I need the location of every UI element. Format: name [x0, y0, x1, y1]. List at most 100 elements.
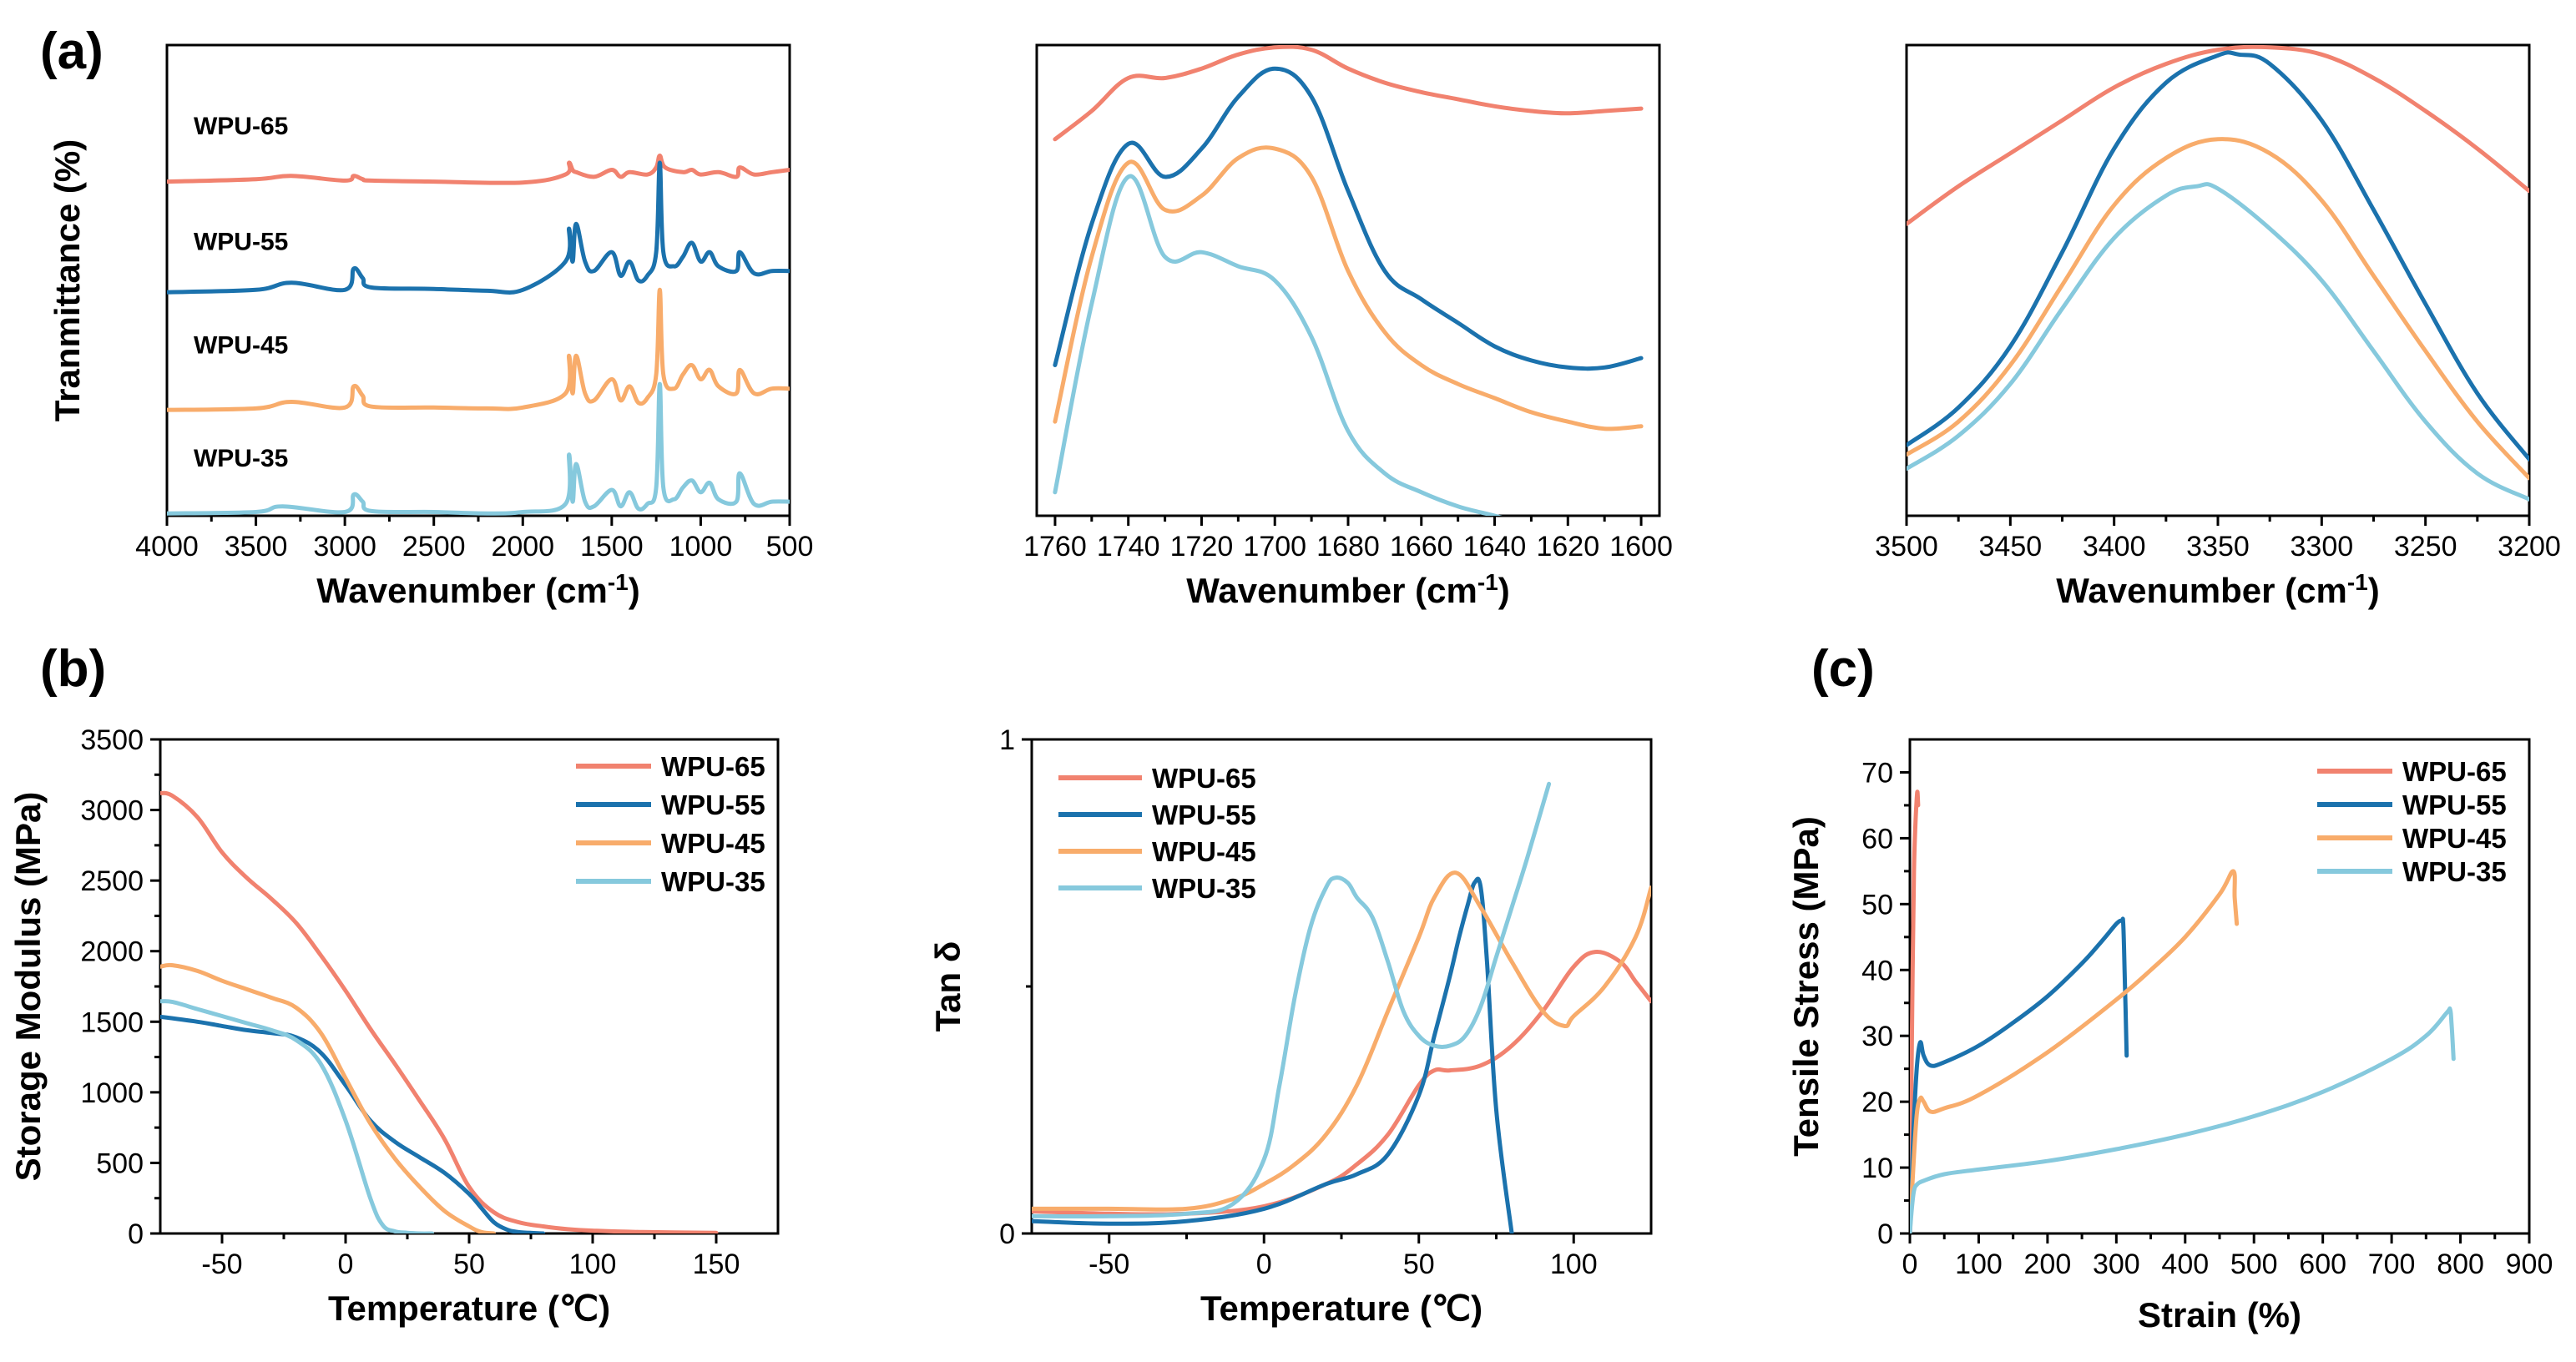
x-tick-label: 1680 — [1316, 531, 1380, 562]
chart-ftir-carbonyl: 1760 1740 1720 1700 1680 1660 1640 1620 1600 Wave… — [1023, 43, 1673, 611]
series-line-wpu-65 — [1907, 45, 2529, 226]
y-axis-label: Tan δ — [928, 941, 967, 1032]
x-tick-label: 3000 — [313, 531, 376, 562]
legend-label-wpu-65: WPU-65 — [1152, 763, 1256, 794]
y-tick-label: 0 — [999, 1218, 1015, 1250]
y-tick-label: 1500 — [80, 1006, 144, 1038]
series-line-wpu-45 — [160, 962, 497, 1233]
x-tick-label: 1760 — [1023, 531, 1087, 562]
panel-letter-b: (b) — [40, 640, 106, 698]
x-tick-label: 0 — [338, 1248, 354, 1280]
x-axis-label-close: ) — [2368, 571, 2380, 610]
x-axis-label: Wavenumber (cm-1) — [2056, 569, 2379, 611]
series-line-wpu-45 — [1032, 870, 1651, 1212]
legend-label-wpu-45: WPU-45 — [1152, 836, 1256, 867]
x-tick-label: 100 — [1955, 1248, 2003, 1280]
chart-tan-delta: -50 0 50 100 0 1 Temperature (℃) Tan δ WPU-65 WPU… — [928, 724, 1653, 1328]
y-axis-label: Tranmittance (%) — [48, 139, 87, 421]
x-tick-label: 400 — [2161, 1248, 2209, 1280]
y-axis-label: Storage Modulus (MPa) — [8, 792, 48, 1182]
x-tick-label: 1500 — [580, 531, 644, 562]
y-tick-label: 2000 — [80, 936, 144, 968]
x-tick-label: 2000 — [491, 531, 554, 562]
chart-ftir-nh: 3500 3450 3400 3350 3300 3250 3200 Wavenumber (… — [1875, 43, 2561, 611]
series-line-wpu-45 — [1910, 869, 2240, 1233]
series-line-wpu-65 — [1032, 950, 1651, 1217]
x-tick-label: 3450 — [1979, 531, 2043, 562]
chart-storage-modulus: -50 0 50 100 1500500100015002000250030003500… — [8, 724, 780, 1328]
series-line-wpu-55 — [167, 160, 790, 295]
x-tick-label: 3400 — [2083, 531, 2146, 562]
x-tick-label: 1640 — [1463, 531, 1527, 562]
x-axis-label: Wavenumber (cm-1) — [1186, 569, 1509, 611]
y-tick-label: 20 — [1861, 1087, 1893, 1118]
x-axis-label: Wavenumber (cm-1) — [316, 569, 639, 611]
x-tick-label: 3300 — [2291, 531, 2354, 562]
y-tick-label: 60 — [1861, 823, 1893, 855]
legend-label-wpu-65: WPU-65 — [2402, 756, 2507, 787]
series-line-wpu-45 — [167, 287, 790, 412]
x-tick-label: 4000 — [135, 531, 199, 562]
x-tick-label: 0 — [1256, 1248, 1272, 1280]
y-tick-label: 0 — [128, 1218, 144, 1250]
x-tick-label: 700 — [2368, 1248, 2416, 1280]
x-tick-label: 100 — [1550, 1248, 1598, 1280]
chart-ftir-full: 4000 3500 3000 2500 2000 1500 1000 500 Wavenumbe… — [48, 43, 814, 611]
x-tick-label: 1600 — [1609, 531, 1673, 562]
x-tick-label: -50 — [201, 1248, 242, 1280]
legend-label-wpu-65: WPU-65 — [661, 751, 765, 782]
legend-label-wpu-35: WPU-35 — [2402, 856, 2507, 887]
x-axis-label-superscript: -1 — [2347, 569, 2368, 595]
x-tick-label: 1740 — [1097, 531, 1160, 562]
y-tick-label: 50 — [1861, 889, 1893, 921]
series-line-wpu-35 — [167, 381, 790, 516]
y-tick-label: 1 — [999, 724, 1015, 756]
x-tick-label: 1660 — [1390, 531, 1453, 562]
series-line-wpu-55 — [160, 1014, 546, 1233]
x-tick-label: 3500 — [225, 531, 288, 562]
y-tick-label: 40 — [1861, 955, 1893, 986]
x-tick-label: 600 — [2299, 1248, 2346, 1280]
y-axis-label: Tensile Stress (MPa) — [1786, 816, 1826, 1157]
series-tag-wpu-65: WPU-65 — [194, 113, 288, 140]
series-tag-wpu-35: WPU-35 — [194, 445, 288, 472]
x-tick-label: 1620 — [1536, 531, 1599, 562]
legend-label-wpu-35: WPU-35 — [1152, 873, 1256, 904]
x-tick-label: 3350 — [2186, 531, 2250, 562]
x-tick-label: 1000 — [669, 531, 733, 562]
y-tick-label: 500 — [96, 1148, 144, 1179]
x-tick-label: 1720 — [1170, 531, 1234, 562]
charts-layer: 4000 3500 3000 2500 2000 1500 1000 500Wavenumbe… — [8, 43, 2561, 1334]
x-axis-label-superscript: -1 — [608, 569, 629, 595]
x-axis-label-close: ) — [629, 571, 640, 610]
series-line-wpu-55 — [1907, 50, 2529, 462]
x-axis-label: Strain (%) — [2138, 1295, 2301, 1334]
y-tick-label: 10 — [1861, 1153, 1893, 1184]
x-tick-label: 2500 — [402, 531, 466, 562]
y-tick-label: 0 — [1877, 1218, 1893, 1250]
x-tick-label: 1700 — [1243, 531, 1306, 562]
y-tick-label: 70 — [1861, 757, 1893, 789]
x-tick-label: 900 — [2506, 1248, 2553, 1280]
series-line-wpu-35 — [1910, 1006, 2456, 1233]
chart-tensile: 0 100 200 300 400 500 600 700 800 900 0 10 20 30 40 50 6… — [1786, 738, 2553, 1334]
legend-label-wpu-45: WPU-45 — [2402, 823, 2507, 854]
x-tick-label: 300 — [2093, 1248, 2140, 1280]
legend-label-wpu-45: WPU-45 — [661, 828, 765, 859]
series-line-wpu-35 — [1032, 781, 1552, 1219]
x-tick-label: 100 — [569, 1248, 617, 1280]
series-line-wpu-55 — [1910, 916, 2129, 1233]
x-tick-label: 500 — [766, 531, 814, 562]
series-line-wpu-65 — [167, 154, 790, 185]
series-tag-wpu-45: WPU-45 — [194, 331, 288, 359]
x-tick-label: 200 — [2024, 1248, 2072, 1280]
y-tick-label: 3500 — [80, 724, 144, 756]
series-tag-wpu-55: WPU-55 — [194, 228, 288, 255]
legend-label-wpu-55: WPU-55 — [2402, 789, 2507, 820]
y-tick-label: 30 — [1861, 1021, 1893, 1052]
x-tick-label: -50 — [1088, 1248, 1129, 1280]
legend-label-wpu-55: WPU-55 — [1152, 800, 1256, 830]
legend-label-wpu-55: WPU-55 — [661, 789, 765, 820]
series-line-wpu-45 — [1053, 145, 1644, 431]
series-line-wpu-55 — [1053, 66, 1644, 371]
